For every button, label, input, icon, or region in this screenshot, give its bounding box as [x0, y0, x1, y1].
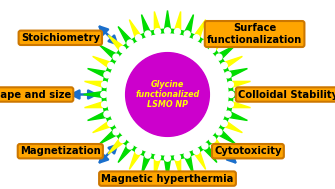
Ellipse shape: [164, 28, 171, 34]
Ellipse shape: [126, 53, 209, 136]
Ellipse shape: [145, 152, 151, 158]
Ellipse shape: [127, 40, 133, 46]
Text: Magnetization: Magnetization: [20, 146, 101, 156]
Ellipse shape: [102, 101, 108, 108]
Ellipse shape: [102, 81, 108, 88]
Ellipse shape: [104, 72, 110, 78]
Ellipse shape: [101, 91, 107, 98]
Ellipse shape: [209, 46, 215, 53]
Polygon shape: [84, 99, 113, 108]
Text: Stoichiometry: Stoichiometry: [21, 33, 100, 43]
Polygon shape: [154, 12, 163, 40]
Polygon shape: [108, 131, 131, 154]
Polygon shape: [204, 35, 227, 58]
Ellipse shape: [193, 35, 199, 41]
Ellipse shape: [221, 120, 227, 126]
Polygon shape: [172, 149, 181, 177]
Polygon shape: [181, 146, 194, 174]
Polygon shape: [215, 56, 242, 73]
Polygon shape: [141, 15, 154, 43]
Polygon shape: [222, 99, 251, 108]
Ellipse shape: [221, 63, 227, 69]
Text: Glycine
functionalized
LSMO NP: Glycine functionalized LSMO NP: [135, 80, 200, 109]
Ellipse shape: [227, 81, 233, 88]
Ellipse shape: [136, 148, 142, 154]
Ellipse shape: [175, 154, 181, 160]
Polygon shape: [141, 146, 154, 174]
Polygon shape: [215, 116, 242, 133]
Polygon shape: [219, 69, 248, 81]
Polygon shape: [154, 149, 163, 177]
Ellipse shape: [227, 101, 233, 108]
Ellipse shape: [164, 155, 171, 161]
Polygon shape: [204, 131, 227, 154]
Polygon shape: [172, 12, 181, 40]
Polygon shape: [87, 108, 116, 120]
Text: Magnetic hyperthermia: Magnetic hyperthermia: [101, 174, 234, 184]
Polygon shape: [210, 45, 236, 65]
Ellipse shape: [216, 54, 222, 60]
Polygon shape: [129, 20, 146, 47]
Ellipse shape: [184, 152, 190, 158]
Polygon shape: [189, 20, 206, 47]
Polygon shape: [84, 81, 113, 90]
Ellipse shape: [104, 31, 231, 158]
Ellipse shape: [108, 120, 114, 126]
Polygon shape: [163, 150, 172, 179]
Polygon shape: [129, 142, 146, 169]
Ellipse shape: [225, 72, 231, 78]
Ellipse shape: [184, 31, 190, 37]
Ellipse shape: [154, 154, 160, 160]
Polygon shape: [83, 90, 112, 99]
Text: Surface
functionalization: Surface functionalization: [207, 23, 302, 45]
Polygon shape: [99, 45, 125, 65]
Ellipse shape: [120, 46, 126, 53]
Ellipse shape: [225, 111, 231, 117]
Polygon shape: [210, 124, 236, 144]
Polygon shape: [222, 81, 251, 90]
Polygon shape: [93, 56, 120, 73]
Ellipse shape: [145, 31, 151, 37]
Ellipse shape: [108, 63, 114, 69]
Text: Colloidal Stability: Colloidal Stability: [238, 90, 335, 99]
Ellipse shape: [136, 35, 142, 41]
Polygon shape: [118, 26, 138, 52]
Polygon shape: [93, 116, 120, 133]
Ellipse shape: [104, 111, 110, 117]
Ellipse shape: [113, 54, 119, 60]
Polygon shape: [99, 124, 125, 144]
Polygon shape: [181, 15, 194, 43]
Ellipse shape: [113, 129, 119, 135]
Text: Cytotoxicity: Cytotoxicity: [214, 146, 282, 156]
Polygon shape: [87, 69, 116, 81]
Ellipse shape: [202, 143, 208, 149]
Polygon shape: [197, 137, 217, 163]
Ellipse shape: [202, 40, 208, 46]
Polygon shape: [108, 35, 131, 58]
Polygon shape: [118, 137, 138, 163]
Ellipse shape: [228, 91, 234, 98]
Polygon shape: [223, 90, 252, 99]
Polygon shape: [189, 142, 206, 169]
Ellipse shape: [175, 29, 181, 35]
Polygon shape: [163, 10, 172, 39]
Ellipse shape: [216, 129, 222, 135]
Ellipse shape: [209, 136, 215, 143]
Ellipse shape: [120, 136, 126, 143]
Ellipse shape: [154, 29, 160, 35]
Ellipse shape: [127, 143, 133, 149]
Polygon shape: [219, 108, 248, 120]
Polygon shape: [197, 26, 217, 52]
Ellipse shape: [193, 148, 199, 154]
Text: Shape and size: Shape and size: [0, 90, 71, 99]
